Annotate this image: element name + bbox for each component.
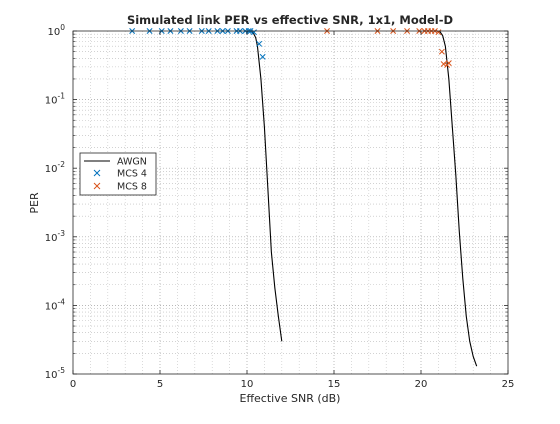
x-tick-label: 20	[415, 379, 428, 390]
marker-stroke	[438, 48, 445, 55]
y-tick-label: 100	[47, 23, 65, 38]
legend-awgn-label: AWGN	[117, 157, 147, 168]
marker-stroke	[440, 61, 447, 67]
mcs8-marker	[435, 29, 442, 36]
legend-mcs4-marker	[93, 169, 101, 177]
minor-gridlines	[73, 31, 508, 374]
x-tick-label: 5	[157, 379, 163, 390]
legend-mcs4-label: MCS 4	[117, 169, 147, 180]
x-tick-labels: 0 5 10 15 20 25	[70, 379, 515, 390]
x-tick-label: 25	[502, 379, 515, 390]
legend: AWGN MCS 4 MCS 8	[79, 152, 157, 196]
marker-stroke	[256, 40, 263, 47]
axis-ticks	[72, 30, 509, 375]
legend-mcs8-marker	[93, 182, 101, 190]
plot-frame	[72, 30, 509, 375]
marker-stroke	[251, 29, 257, 36]
y-tick-label: 10-5	[45, 366, 65, 381]
chart-title: Simulated link PER vs effective SNR, 1x1…	[127, 13, 453, 27]
marker-stroke	[435, 29, 442, 36]
mcs4-marker	[251, 29, 257, 36]
awgn-curve-segment-0	[246, 30, 283, 342]
awgn-curve-segment-1	[436, 30, 478, 367]
y-tick-label: 10-2	[45, 160, 65, 175]
x-axis-label: Effective SNR (dB)	[240, 392, 341, 405]
x-tick-label: 0	[70, 379, 76, 390]
mcs8-marker	[438, 48, 445, 55]
y-axis-label: PER	[28, 192, 41, 214]
x-tick-label: 15	[328, 379, 341, 390]
mcs8-marker	[445, 60, 452, 67]
mcs8-marker	[440, 61, 447, 67]
mcs4-marker	[259, 53, 266, 60]
legend-box	[79, 152, 157, 196]
y-tick-label: 10-1	[45, 92, 65, 107]
legend-mcs8-label: MCS 8	[117, 182, 147, 193]
marker-stroke	[445, 60, 452, 67]
major-gridlines	[73, 31, 508, 374]
x-tick-label: 10	[241, 379, 254, 390]
mcs4-marker	[256, 40, 263, 47]
y-tick-label: 10-4	[45, 297, 65, 312]
marker-stroke	[259, 53, 266, 60]
y-tick-label: 10-3	[45, 229, 65, 244]
y-tick-labels: 100 10-1 10-2 10-3 10-4 10-5	[45, 23, 65, 381]
